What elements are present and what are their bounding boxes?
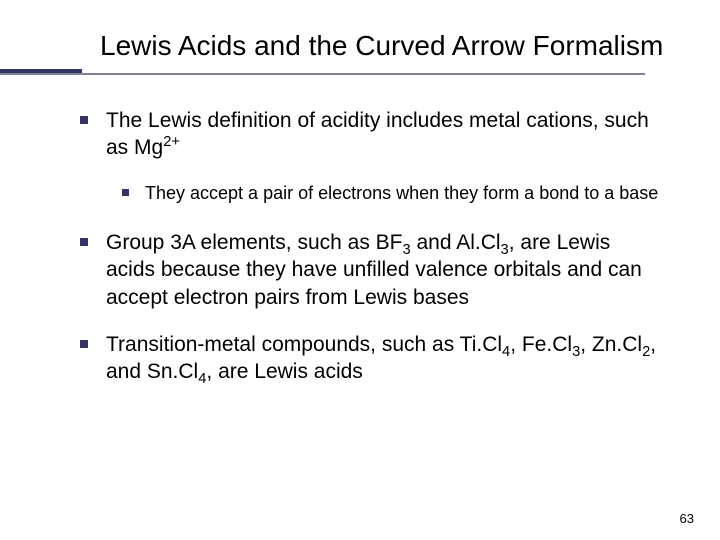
content-area: The Lewis definition of acidity includes… bbox=[80, 107, 662, 385]
slide-container: Lewis Acids and the Curved Arrow Formali… bbox=[0, 0, 720, 540]
subscript: 3 bbox=[572, 344, 580, 360]
sub-bullet-text: They accept a pair of electrons when the… bbox=[145, 182, 658, 205]
superscript: 2+ bbox=[163, 134, 180, 150]
bullet-item: Transition-metal compounds, such as Ti.C… bbox=[80, 331, 662, 386]
page-number: 63 bbox=[680, 511, 694, 526]
text-run: , Fe.Cl bbox=[510, 333, 572, 356]
underline-short bbox=[0, 69, 82, 73]
square-bullet-icon bbox=[80, 340, 88, 348]
text-run: , Zn.Cl bbox=[580, 333, 642, 356]
text-run: The Lewis definition of acidity includes… bbox=[106, 109, 649, 159]
slide-title: Lewis Acids and the Curved Arrow Formali… bbox=[100, 28, 672, 63]
subscript: 3 bbox=[501, 242, 509, 258]
bullet-text: Transition-metal compounds, such as Ti.C… bbox=[106, 331, 662, 386]
subscript: 4 bbox=[502, 344, 510, 360]
bullet-item: The Lewis definition of acidity includes… bbox=[80, 107, 662, 162]
sub-bullet-item: They accept a pair of electrons when the… bbox=[122, 182, 662, 205]
underline-long bbox=[0, 73, 645, 75]
title-underline bbox=[0, 69, 720, 79]
text-run: Group 3A elements, such as BF bbox=[106, 231, 402, 254]
square-bullet-icon bbox=[80, 116, 88, 124]
square-bullet-icon bbox=[122, 189, 129, 196]
text-run: , are Lewis acids bbox=[206, 360, 362, 383]
square-bullet-icon bbox=[80, 238, 88, 246]
subscript: 3 bbox=[402, 242, 410, 258]
text-run: Transition-metal compounds, such as Ti.C… bbox=[106, 333, 502, 356]
title-block: Lewis Acids and the Curved Arrow Formali… bbox=[100, 28, 672, 63]
bullet-text: The Lewis definition of acidity includes… bbox=[106, 107, 662, 162]
text-run: and Al.Cl bbox=[411, 231, 501, 254]
bullet-item: Group 3A elements, such as BF3 and Al.Cl… bbox=[80, 229, 662, 311]
bullet-text: Group 3A elements, such as BF3 and Al.Cl… bbox=[106, 229, 662, 311]
